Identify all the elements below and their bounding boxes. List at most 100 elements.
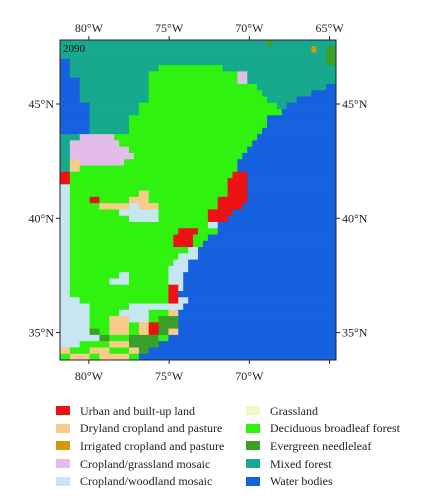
land-cover-cell-cropland-woodland-mosaic: [60, 196, 71, 204]
land-cover-cell-dryland-cropland-and-pasture: [138, 190, 150, 198]
land-cover-cell-deciduous-broadleaf-forest: [89, 322, 110, 330]
land-cover-cell-water-bodies: [60, 58, 71, 66]
land-cover-cell-cropland-woodland-mosaic: [60, 259, 71, 267]
lat-label-left: 45°N: [29, 97, 55, 111]
land-cover-cell-urban-and-built-up-land: [227, 184, 248, 191]
land-cover-cell-mixed-forest: [89, 127, 130, 135]
land-cover-cell-water-bodies: [188, 259, 337, 267]
land-cover-cell-deciduous-broadleaf-forest: [69, 278, 110, 286]
land-cover-cell-deciduous-broadleaf-forest: [158, 334, 169, 342]
land-cover-cell-mixed-forest: [60, 46, 312, 53]
land-cover-cell-deciduous-broadleaf-forest: [148, 316, 159, 323]
legend-swatch: [56, 441, 70, 451]
land-cover-cell-dryland-cropland-and-pasture: [69, 353, 90, 361]
land-cover-cell-deciduous-broadleaf-forest: [69, 240, 174, 248]
land-cover-cell-cropland-woodland-mosaic: [60, 253, 71, 260]
land-cover-cell-water-bodies: [247, 190, 337, 198]
legend-swatch: [246, 423, 260, 433]
land-cover-cell-mixed-forest: [60, 40, 268, 47]
year-label: 2090: [63, 43, 86, 55]
land-cover-cell-dryland-cropland-and-pasture: [129, 196, 150, 204]
land-cover-cell-cropland-woodland-mosaic: [60, 234, 71, 242]
land-cover-cell-urban-and-built-up-land: [227, 178, 248, 185]
land-cover-cell-irrigated-cropland-and-pasture: [311, 46, 317, 53]
land-cover-cell-water-bodies: [198, 253, 337, 260]
land-cover-cell-cropland-woodland-mosaic: [60, 265, 71, 273]
land-cover-cell-urban-and-built-up-land: [173, 234, 194, 242]
land-cover-cell-deciduous-broadleaf-forest: [99, 196, 130, 204]
lon-label-bottom: 80°W: [75, 369, 104, 383]
land-cover-cell-cropland-woodland-mosaic: [119, 209, 159, 217]
land-cover-cell-water-bodies: [60, 65, 71, 72]
legend-label: Evergreen needleleaf: [270, 438, 372, 453]
land-cover-cell-evergreen-needleleaf: [326, 58, 337, 66]
legend-label: Mixed forest: [270, 456, 332, 471]
land-cover-cell-deciduous-broadleaf-forest: [148, 90, 263, 97]
land-cover-cell-cropland-woodland-mosaic: [60, 190, 71, 198]
land-cover-cell-cropland-woodland-mosaic: [60, 341, 81, 348]
land-cover-cell-deciduous-broadleaf-forest: [114, 134, 258, 141]
land-cover-cell-deciduous-broadleaf-forest: [89, 309, 120, 317]
land-cover-cell-cropland-woodland-mosaic: [173, 259, 189, 267]
land-cover-cell-cropland-woodland-mosaic: [60, 303, 90, 311]
land-cover-cell-mixed-forest: [316, 46, 327, 53]
land-cover-cell-cropland-woodland-mosaic: [168, 278, 184, 286]
land-cover-cell-deciduous-broadleaf-forest: [69, 196, 90, 204]
land-cover-cell-cropland-woodland-mosaic: [60, 322, 90, 330]
land-cover-cell-evergreen-needleleaf: [99, 334, 110, 342]
legend-item-irrigated-cropland-and-pasture: Irrigated cropland and pasture: [56, 437, 224, 455]
land-cover-cell-deciduous-broadleaf-forest: [129, 353, 140, 361]
land-cover-cell-urban-and-built-up-land: [178, 228, 199, 235]
land-cover-cell-deciduous-broadleaf-forest: [158, 65, 224, 72]
land-cover-cell-water-bodies: [178, 322, 337, 330]
land-cover-cell-water-bodies: [227, 215, 337, 223]
land-cover-cell-urban-and-built-up-land: [148, 322, 159, 330]
land-cover-cell-deciduous-broadleaf-forest: [148, 71, 238, 79]
land-cover-cell-water-bodies: [183, 303, 337, 311]
land-cover-cell-deciduous-broadleaf-forest: [129, 272, 169, 279]
land-cover-cell-cropland-woodland-mosaic: [168, 272, 184, 279]
land-cover-cell-mixed-forest: [60, 134, 81, 141]
land-cover-cell-water-bodies: [247, 171, 337, 179]
lon-label-top: 70°W: [235, 21, 264, 35]
land-cover-cell-mixed-forest: [247, 71, 337, 79]
legend-swatch: [56, 423, 70, 433]
land-cover-cell-urban-and-built-up-land: [89, 196, 100, 204]
land-cover-cell-dryland-cropland-and-pasture: [69, 165, 81, 173]
land-cover-cell-cropland-woodland-mosaic: [178, 253, 199, 260]
map-frame: [59, 39, 337, 361]
legend-swatch: [56, 406, 70, 416]
land-cover-cell-mixed-forest: [276, 102, 288, 110]
land-cover-cell-mixed-forest: [262, 90, 312, 97]
land-cover-cell-urban-and-built-up-land: [168, 297, 179, 304]
land-cover-cell-cropland-woodland-mosaic: [60, 215, 71, 223]
land-cover-cell-deciduous-broadleaf-forest: [79, 341, 110, 348]
land-cover-cell-cropland-woodland-mosaic: [60, 184, 71, 191]
land-cover-cell-mixed-forest: [79, 96, 150, 104]
land-cover-cell-mixed-forest: [89, 109, 140, 116]
legend-column-right: Grassland Deciduous broadleaf forest Everg…: [246, 402, 400, 490]
legend: Urban and built-up land Dryland cropland …: [56, 402, 433, 498]
land-cover-cell-cropland-woodland-mosaic: [129, 215, 159, 223]
land-cover-cell-water-bodies: [232, 209, 337, 217]
land-cover-cell-deciduous-broadleaf-forest: [60, 353, 71, 361]
land-cover-cell-deciduous-broadleaf-forest: [124, 159, 238, 166]
land-cover-cell-cropland-grassland-mosaic: [69, 140, 120, 148]
land-cover-cell-water-bodies: [247, 184, 337, 191]
land-cover-cell-water-bodies: [183, 278, 337, 286]
land-cover-cell-cropland-woodland-mosaic: [60, 284, 71, 292]
land-cover-cell-deciduous-broadleaf-forest: [69, 272, 120, 279]
lon-label-bottom: 75°W: [155, 369, 184, 383]
land-cover-cell-water-bodies: [247, 178, 337, 185]
land-cover-cell-deciduous-broadleaf-forest: [129, 278, 169, 286]
land-cover-cell-deciduous-broadleaf-forest: [158, 215, 209, 223]
land-cover-cell-dryland-cropland-and-pasture: [99, 353, 130, 361]
land-cover-cell-mixed-forest: [60, 52, 327, 60]
lon-label-top: 80°W: [75, 21, 104, 35]
land-cover-cell-dryland-cropland-and-pasture: [138, 328, 150, 336]
land-cover-cell-cropland-woodland-mosaic: [129, 303, 184, 311]
land-cover-cell-cropland-grassland-mosaic: [79, 159, 125, 166]
land-cover-cell-deciduous-broadleaf-forest: [69, 347, 90, 355]
land-cover-cell-cropland-grassland-mosaic: [79, 134, 115, 141]
